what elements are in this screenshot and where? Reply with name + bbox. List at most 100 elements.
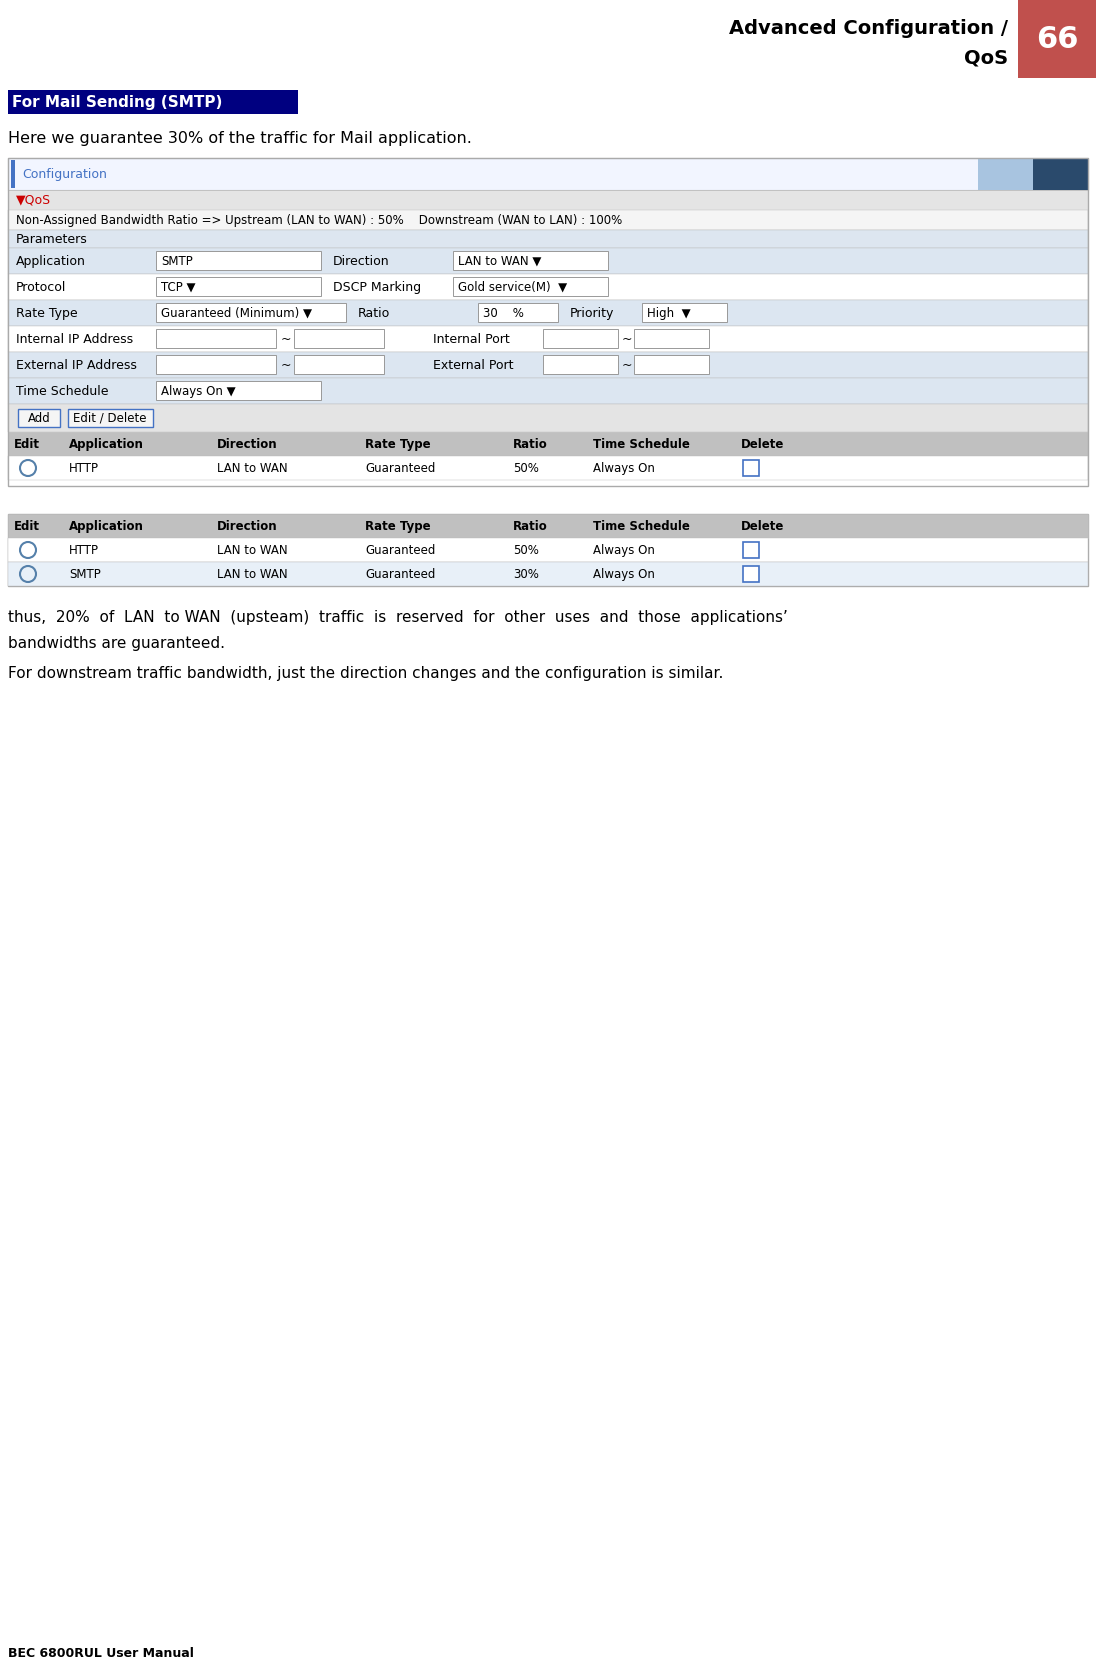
Bar	[642, 304, 727, 322]
Bar	[8, 513, 1088, 585]
Text: bandwidths are guaranteed.: bandwidths are guaranteed.	[8, 636, 225, 651]
Bar	[453, 277, 608, 297]
Bar	[743, 567, 760, 582]
Bar	[8, 377, 1088, 404]
Text: Internal IP Address: Internal IP Address	[16, 332, 133, 345]
Text: Configuration: Configuration	[22, 168, 107, 181]
Text: HTTP: HTTP	[69, 461, 99, 475]
Text: Application: Application	[69, 520, 144, 533]
Bar	[156, 381, 321, 401]
Text: ~: ~	[281, 332, 292, 345]
Bar	[156, 252, 321, 270]
Bar	[156, 329, 276, 349]
Bar	[8, 158, 1088, 190]
Text: Application: Application	[16, 255, 85, 268]
Text: Application: Application	[69, 438, 144, 451]
Bar	[8, 273, 1088, 300]
Bar	[1018, 0, 1096, 79]
Text: LAN to WAN: LAN to WAN	[217, 543, 287, 557]
Text: Ratio: Ratio	[358, 307, 390, 320]
Text: Advanced Configuration /: Advanced Configuration /	[729, 18, 1008, 37]
Text: Rate Type: Rate Type	[365, 520, 431, 533]
Bar	[11, 159, 15, 188]
Text: Guaranteed (Minimum) ▼: Guaranteed (Minimum) ▼	[161, 307, 312, 320]
Text: SMTP: SMTP	[69, 567, 101, 580]
Text: For downstream traffic bandwidth, just the direction changes and the configurati: For downstream traffic bandwidth, just t…	[8, 666, 723, 681]
Text: Parameters: Parameters	[16, 233, 88, 245]
Bar	[8, 210, 1088, 230]
Text: QoS: QoS	[963, 49, 1008, 67]
Text: Delete: Delete	[741, 438, 785, 451]
Text: Time Schedule: Time Schedule	[593, 520, 689, 533]
Bar	[743, 459, 760, 476]
Text: ~: ~	[281, 359, 292, 372]
Text: Time Schedule: Time Schedule	[593, 438, 689, 451]
Text: Ratio: Ratio	[513, 438, 548, 451]
Bar	[978, 158, 1088, 190]
Text: 50%: 50%	[513, 543, 539, 557]
Text: Always On: Always On	[593, 567, 655, 580]
Bar	[8, 158, 1088, 486]
Bar	[543, 356, 618, 374]
Text: Gold service(M)  ▼: Gold service(M) ▼	[458, 280, 567, 293]
Text: Always On: Always On	[593, 461, 655, 475]
Text: Delete: Delete	[741, 520, 785, 533]
Bar	[8, 513, 1088, 538]
Text: ▼QoS: ▼QoS	[16, 193, 52, 206]
Text: Guaranteed: Guaranteed	[365, 567, 435, 580]
Text: High  ▼: High ▼	[647, 307, 690, 320]
Bar	[543, 329, 618, 349]
Text: 30    %: 30 %	[483, 307, 524, 320]
Text: External Port: External Port	[433, 359, 514, 372]
Text: ~: ~	[623, 359, 632, 372]
Bar	[8, 248, 1088, 273]
Text: LAN to WAN: LAN to WAN	[217, 567, 287, 580]
Bar	[294, 356, 384, 374]
Bar	[294, 329, 384, 349]
Bar	[8, 190, 1088, 210]
Text: TCP ▼: TCP ▼	[161, 280, 195, 293]
Text: BEC 6800RUL User Manual: BEC 6800RUL User Manual	[8, 1647, 194, 1660]
Text: LAN to WAN ▼: LAN to WAN ▼	[458, 255, 541, 268]
Bar	[8, 230, 1088, 248]
Text: Direction: Direction	[333, 255, 389, 268]
Text: For Mail Sending (SMTP): For Mail Sending (SMTP)	[12, 94, 222, 109]
Text: HTTP: HTTP	[69, 543, 99, 557]
Bar	[8, 433, 1088, 456]
Bar	[8, 352, 1088, 377]
Bar	[156, 304, 346, 322]
Bar	[633, 329, 709, 349]
Bar	[8, 538, 1088, 562]
Text: Time Schedule: Time Schedule	[16, 384, 109, 397]
Bar	[68, 409, 153, 428]
Text: Non-Assigned Bandwidth Ratio => Upstream (LAN to WAN) : 50%    Downstream (WAN t: Non-Assigned Bandwidth Ratio => Upstream…	[16, 213, 623, 226]
Text: 30%: 30%	[513, 567, 539, 580]
Text: ~: ~	[623, 332, 632, 345]
Bar	[8, 456, 1088, 480]
Text: SMTP: SMTP	[161, 255, 193, 268]
Text: Direction: Direction	[217, 520, 277, 533]
Text: Rate Type: Rate Type	[365, 438, 431, 451]
Text: Always On: Always On	[593, 543, 655, 557]
Text: 50%: 50%	[513, 461, 539, 475]
Text: Internal Port: Internal Port	[433, 332, 510, 345]
Text: Protocol: Protocol	[16, 280, 67, 293]
Text: Priority: Priority	[570, 307, 615, 320]
Text: Rate Type: Rate Type	[16, 307, 78, 320]
Text: Ratio: Ratio	[513, 520, 548, 533]
Text: thus,  20%  of  LAN  to WAN  (upsteam)  traffic  is  reserved  for  other  uses : thus, 20% of LAN to WAN (upsteam) traffi…	[8, 610, 788, 626]
Text: Here we guarantee 30% of the traffic for Mail application.: Here we guarantee 30% of the traffic for…	[8, 131, 472, 146]
Bar	[8, 91, 298, 114]
Text: Edit / Delete: Edit / Delete	[73, 411, 147, 424]
Text: LAN to WAN: LAN to WAN	[217, 461, 287, 475]
Bar	[478, 304, 558, 322]
Bar	[743, 542, 760, 558]
Bar	[8, 404, 1088, 433]
Text: Guaranteed: Guaranteed	[365, 461, 435, 475]
Text: Edit: Edit	[14, 438, 39, 451]
Bar	[156, 356, 276, 374]
Bar	[8, 562, 1088, 585]
Text: 66: 66	[1036, 25, 1078, 54]
Bar	[8, 325, 1088, 352]
Text: Edit: Edit	[14, 520, 39, 533]
